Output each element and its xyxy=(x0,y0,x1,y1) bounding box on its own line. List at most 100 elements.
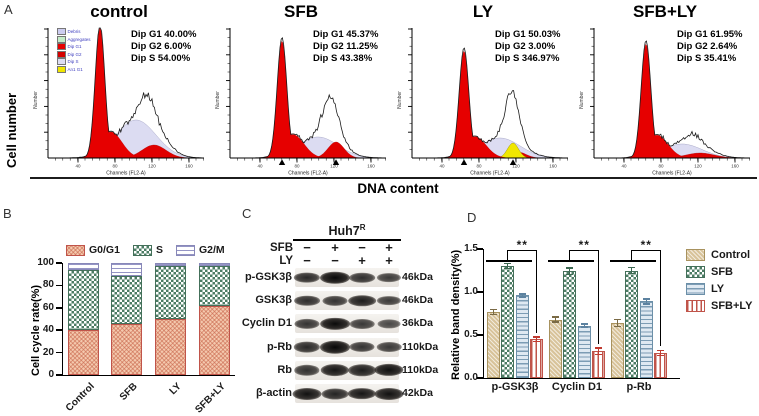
protein-band xyxy=(347,387,377,400)
y-tick-mark xyxy=(477,377,483,379)
x-category-label: p-Rb xyxy=(626,381,652,393)
significance-stars: ** xyxy=(578,238,590,252)
y-tick-mark xyxy=(56,262,62,264)
sig-bracket-top xyxy=(569,250,599,252)
treatment-sign: + xyxy=(385,240,393,255)
treatment-sign: − xyxy=(303,253,311,268)
plot-x-axis-label: Channels (FL2-A) xyxy=(288,171,328,177)
stacked-bar-segment-g2m xyxy=(68,263,99,270)
legend-label: G2/M xyxy=(198,244,225,256)
legend-swatch xyxy=(132,244,152,256)
error-bar-stem xyxy=(554,316,556,323)
error-bar-cap xyxy=(642,298,650,300)
legend-swatch xyxy=(57,65,66,73)
error-bar-cap xyxy=(489,313,497,315)
protein-band xyxy=(293,341,321,353)
plot-y-axis-label: Number xyxy=(579,91,585,109)
error-bar-cap xyxy=(504,263,512,265)
protein-label: Cyclin D1 xyxy=(241,317,292,330)
legend-label: Dip G1 xyxy=(67,44,82,50)
legend-entry-sfb: SFB xyxy=(686,263,752,280)
error-bar-cap xyxy=(613,325,621,327)
panel-b-legend: G0/G1 S G2/M xyxy=(66,244,225,256)
bar-sfb xyxy=(501,266,515,378)
x-tick-label: 160 xyxy=(549,164,557,169)
protein-band xyxy=(294,365,320,376)
legend-entry-g0g1: G0/G1 xyxy=(66,244,120,256)
sig-bracket-left xyxy=(507,250,509,261)
flow-plot-stats: Dip G1 45.37% Dip G2 11.25% Dip S 43.38% xyxy=(313,29,378,65)
bar-sfb xyxy=(563,271,577,378)
x-tick-label: 120 xyxy=(148,164,156,169)
x-tick-label: 160 xyxy=(185,164,193,169)
error-bar-cap xyxy=(533,341,541,343)
protein-band xyxy=(320,340,350,354)
y-tick-label: 1.5 xyxy=(464,243,478,254)
panel-d-label: D xyxy=(467,210,477,225)
treatment-sign: − xyxy=(331,253,339,268)
legend-swatch xyxy=(66,244,85,256)
y-tick-label: 0 xyxy=(48,369,54,380)
molecular-weight-label: 46kDa xyxy=(402,271,433,283)
panel-a-axis-line xyxy=(30,177,757,179)
flow-plot-title: LY xyxy=(472,2,494,21)
protein-band xyxy=(320,317,350,331)
error-bar-stem xyxy=(536,336,538,342)
sig-bracket-left xyxy=(569,250,571,261)
legend-swatch xyxy=(686,299,705,312)
y-tick-mark xyxy=(56,351,62,354)
molecular-weight-label: 36kDa xyxy=(402,317,433,330)
sig-span-line xyxy=(486,260,532,262)
sig-bracket-right xyxy=(536,250,538,333)
bar-control xyxy=(486,311,500,378)
y-tick-label: 60 xyxy=(42,301,54,313)
sig-span-line xyxy=(610,260,656,262)
x-tick-label: 80 xyxy=(476,164,482,169)
stacked-bar-segment-g2m xyxy=(111,263,142,276)
error-bar-cap xyxy=(657,354,665,357)
y-tick-mark xyxy=(56,329,62,331)
bar-ly xyxy=(577,325,591,378)
sig-span-line xyxy=(548,260,594,262)
y-tick-mark xyxy=(477,334,483,336)
protein-band xyxy=(349,318,375,329)
error-bar-cap xyxy=(657,349,665,352)
legend-label: Control xyxy=(711,248,751,261)
model-fit-outline xyxy=(431,47,567,159)
plot-y-axis-label: Number xyxy=(33,91,39,109)
error-bar-cap xyxy=(551,316,559,318)
blot-strip xyxy=(293,268,402,287)
flow-histogram-plot: 40 80 120 160 Number Channels (FL2-A) xyxy=(397,28,568,177)
panel-b-plot-area xyxy=(62,263,235,376)
error-bar-cap xyxy=(595,347,603,349)
protein-band xyxy=(376,272,402,283)
protein-band xyxy=(376,295,402,306)
error-bar-stem xyxy=(569,267,571,275)
error-bar-stem xyxy=(645,298,647,305)
plot-x-axis-label: Channels (FL2-A) xyxy=(470,171,510,177)
error-bar-stem xyxy=(631,267,633,274)
cell-line-superscript: R xyxy=(359,223,366,232)
stat-dip-g1: Dip G1 61.95% xyxy=(677,29,743,40)
protein-label: β-actin xyxy=(255,387,292,399)
flow-legend-entry: Debris xyxy=(57,28,97,36)
flow-legend-entry: Dip S xyxy=(57,58,97,66)
flow-legend-entry: Aggregates xyxy=(57,35,97,44)
x-tick-label: 120 xyxy=(512,164,520,169)
protein-band xyxy=(293,272,321,283)
stat-dip-g2: Dip G2 6.00% xyxy=(131,41,192,52)
bar-sfb xyxy=(625,270,639,378)
stat-dip-g2: Dip G2 2.64% xyxy=(677,41,738,52)
legend-label: Dip S xyxy=(67,59,79,65)
error-bar-cap xyxy=(642,303,650,305)
legend-swatch xyxy=(686,282,705,295)
legend-label: Debris xyxy=(67,29,81,35)
y-tick-label: 0.5 xyxy=(464,329,478,340)
stat-dip-g1: Dip G1 50.03% xyxy=(495,29,561,40)
sig-bracket-right xyxy=(598,250,600,344)
legend-entry-g2m: G2/M xyxy=(175,244,225,256)
legend-label: SFB+LY xyxy=(711,299,753,312)
stat-dip-g1: Dip G1 45.37% xyxy=(313,29,379,40)
model-fit-outline xyxy=(249,37,385,159)
